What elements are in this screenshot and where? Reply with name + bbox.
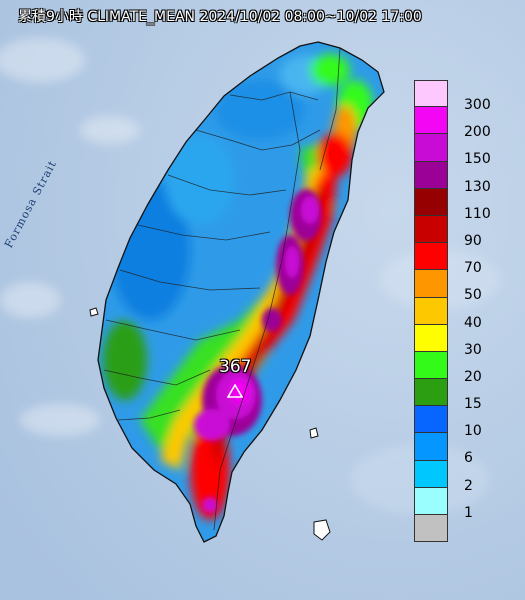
- legend-label: 150: [464, 151, 491, 168]
- legend-row: 30: [414, 324, 504, 358]
- legend-swatch: [414, 134, 448, 162]
- legend-swatch: [414, 515, 448, 543]
- legend-swatch: [414, 379, 448, 407]
- legend-swatch: [414, 215, 448, 244]
- legend-label: 2: [464, 477, 473, 494]
- legend-row: 200: [414, 107, 504, 140]
- legend-label: 50: [464, 287, 482, 304]
- legend-swatch: [414, 161, 448, 189]
- legend-label: 130: [464, 178, 491, 195]
- legend-swatch: [414, 324, 448, 352]
- legend-label: 40: [464, 314, 482, 331]
- legend-swatch: [414, 188, 448, 216]
- legend-row: 20: [414, 351, 504, 385]
- legend-swatch: [414, 243, 448, 271]
- legend-row: 15: [414, 379, 504, 412]
- legend-label: 6: [464, 450, 473, 467]
- legend-row: 2: [414, 460, 504, 494]
- legend-row: 40: [414, 297, 504, 331]
- legend-label: 1: [464, 504, 473, 521]
- legend-row: 110: [414, 188, 504, 222]
- county-boundaries: [103, 47, 341, 531]
- legend-swatch: [414, 406, 448, 434]
- legend-row: [414, 515, 504, 543]
- legend-label: 110: [464, 205, 491, 222]
- legend-row: 90: [414, 215, 504, 249]
- legend-row: 10: [414, 406, 504, 439]
- legend-row: 6: [414, 433, 504, 466]
- legend-row: 300: [414, 80, 504, 113]
- legend-row: 1: [414, 487, 504, 521]
- legend-row: 130: [414, 161, 504, 195]
- legend-swatch: [414, 297, 448, 325]
- legend-label: 300: [464, 97, 491, 113]
- legend-label: 30: [464, 341, 482, 358]
- legend-label: 90: [464, 232, 482, 249]
- legend-swatch: [414, 80, 448, 108]
- legend-swatch: [414, 487, 448, 515]
- legend-swatch: [414, 460, 448, 488]
- lanyu-island: [313, 519, 331, 541]
- legend-swatch: [414, 107, 448, 135]
- green-island: [309, 427, 319, 439]
- color-legend: 300 200 150 130 110 90 70 50 40 30 20 15 10 6 2 1: [414, 80, 504, 543]
- taiwan-coastline: [97, 41, 385, 543]
- penghu-island: [89, 307, 99, 317]
- legend-label: 15: [464, 396, 482, 413]
- legend-row: 50: [414, 270, 504, 303]
- legend-label: 200: [464, 124, 491, 141]
- legend-label: 70: [464, 260, 482, 277]
- legend-swatch: [414, 270, 448, 298]
- legend-label: 20: [464, 368, 482, 385]
- max-rainfall-triangle-icon: [227, 384, 243, 398]
- map-title: 累積9小時 CLIMATE_MEAN 2024/10/02 08:00~10/0…: [18, 9, 422, 25]
- legend-row: 70: [414, 243, 504, 276]
- legend-row: 150: [414, 134, 504, 167]
- legend-swatch: [414, 433, 448, 461]
- max-rainfall-value: 367: [219, 357, 252, 377]
- legend-swatch: [414, 351, 448, 380]
- legend-label: 10: [464, 423, 482, 440]
